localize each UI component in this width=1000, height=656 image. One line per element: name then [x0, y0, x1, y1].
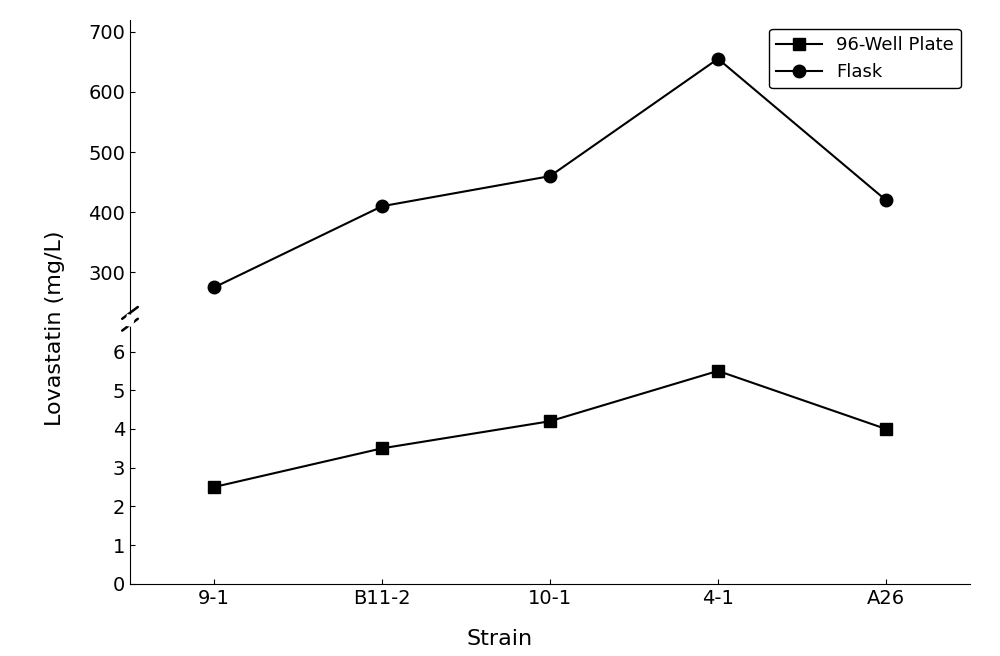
- Text: Strain: Strain: [467, 630, 533, 649]
- Legend: 96-Well Plate, Flask: 96-Well Plate, Flask: [769, 29, 961, 88]
- Text: Lovastatin (mg/L): Lovastatin (mg/L): [45, 230, 65, 426]
